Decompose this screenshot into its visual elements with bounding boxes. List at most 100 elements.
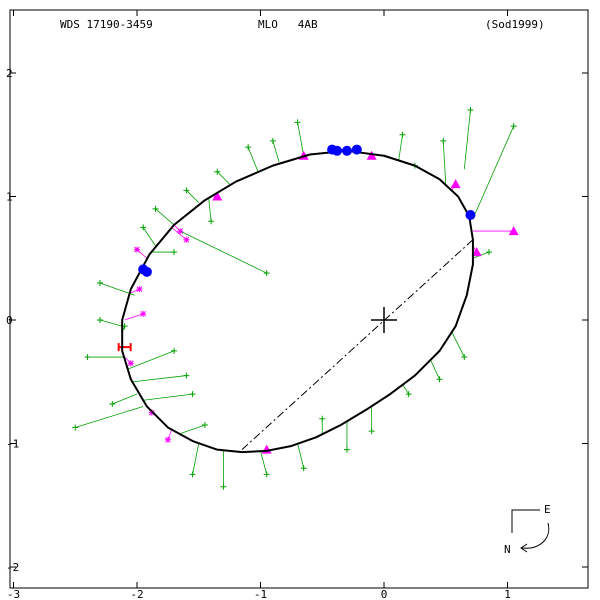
y-tick-label: 1 <box>6 191 13 204</box>
residual-line <box>133 375 187 383</box>
micrometer-point <box>183 187 190 194</box>
micrometer-point <box>436 376 443 383</box>
compass-north-label: N <box>504 543 511 556</box>
axis-ticks: -3 -2 -1 0 1 -2 -1 0 1 2 <box>6 10 588 600</box>
line-of-nodes <box>241 239 474 451</box>
micrometer-point <box>300 465 307 472</box>
micrometer-point <box>152 205 159 212</box>
interferometric-point <box>332 145 343 156</box>
y-tick-label: -2 <box>6 561 19 574</box>
residual-line <box>472 125 515 219</box>
orbit-curve <box>121 149 474 454</box>
residual-line <box>216 171 230 185</box>
residual-line <box>430 360 440 380</box>
header-right: (Sod1999) <box>485 18 545 31</box>
speckle-point <box>261 444 272 454</box>
micrometer-point <box>485 249 492 256</box>
residual-line <box>297 122 305 156</box>
residual-line <box>402 384 410 395</box>
interferometric-point <box>341 145 352 156</box>
micrometer-point <box>109 400 116 407</box>
residual-line <box>180 230 267 274</box>
residual-line <box>260 450 268 475</box>
micrometer-point <box>201 421 208 428</box>
plot-frame <box>9 9 589 589</box>
speckle-point <box>366 150 377 160</box>
photographic-point <box>177 228 184 235</box>
interferometric-point <box>465 210 476 221</box>
residual-line <box>99 319 123 327</box>
micrometer-point <box>96 279 103 286</box>
speckle-point <box>508 226 519 236</box>
micrometer-point <box>461 354 468 361</box>
y-tick-label: -1 <box>6 438 19 451</box>
micrometer-point <box>343 446 350 453</box>
interferometric-point <box>351 144 362 155</box>
x-tick-label: 0 <box>381 588 388 600</box>
photographic-point <box>164 436 171 443</box>
compass-frame <box>511 509 540 533</box>
residual-line <box>75 406 144 428</box>
y-tick-label: 0 <box>6 314 13 327</box>
micrometer-point <box>269 137 276 144</box>
residual-line <box>398 134 403 160</box>
micrometer-point <box>510 123 517 130</box>
micrometer-point <box>171 347 178 354</box>
residual-line <box>167 429 172 440</box>
micrometer-point <box>220 483 227 490</box>
speckle-point <box>212 191 223 201</box>
residual-line <box>192 443 200 475</box>
photographic-point <box>134 246 140 253</box>
residual-line <box>463 110 471 170</box>
residual-line <box>297 443 305 469</box>
micrometer-point <box>189 471 196 478</box>
header-center: MLO 4AB <box>258 18 318 31</box>
micrometer-point <box>140 224 147 231</box>
speckle-point <box>471 247 482 257</box>
micrometer-point <box>96 317 103 323</box>
residual-line <box>451 332 465 358</box>
compass-arrowhead <box>520 543 528 553</box>
residual-line <box>180 424 206 434</box>
header-left: WDS 17190-3459 <box>60 18 153 31</box>
residual-line <box>442 140 447 185</box>
photographic-point <box>136 286 143 293</box>
compass-east-label: E <box>544 503 551 516</box>
micrometer-point <box>183 372 190 379</box>
x-tick-label: -1 <box>254 588 267 600</box>
interferometric-point <box>141 266 152 277</box>
micrometer-point <box>245 144 252 151</box>
residual-line <box>126 350 175 370</box>
residual-line <box>130 288 140 294</box>
residual-line <box>272 140 280 163</box>
micrometer-point <box>467 107 474 114</box>
micrometer-point <box>405 391 412 398</box>
x-tick-label: -2 <box>130 588 143 600</box>
compass-rose: E N <box>504 503 551 556</box>
micrometer-point <box>189 391 196 398</box>
photographic-point <box>183 236 190 243</box>
data-series <box>72 107 519 490</box>
x-tick-label: -3 <box>7 588 20 600</box>
hipparcos-point <box>117 343 132 352</box>
residual-line <box>142 227 156 247</box>
micrometer-point <box>263 270 270 277</box>
compass-arrow <box>521 522 550 549</box>
micrometer-point <box>72 424 79 431</box>
residual-line <box>247 146 259 172</box>
micrometer-point <box>84 354 91 361</box>
residual-line <box>143 393 193 401</box>
y-tick-label: 2 <box>6 67 13 80</box>
photographic-point <box>127 360 134 367</box>
primary-star-marker <box>371 307 397 333</box>
micrometer-point <box>294 119 301 126</box>
residual-line <box>112 393 138 405</box>
micrometer-point <box>399 131 406 138</box>
micrometer-point <box>440 137 447 144</box>
x-tick-label: 1 <box>504 588 511 600</box>
micrometer-point <box>263 471 270 478</box>
residual-line <box>124 313 144 321</box>
micrometer-point <box>319 415 326 422</box>
photographic-point <box>140 310 147 317</box>
